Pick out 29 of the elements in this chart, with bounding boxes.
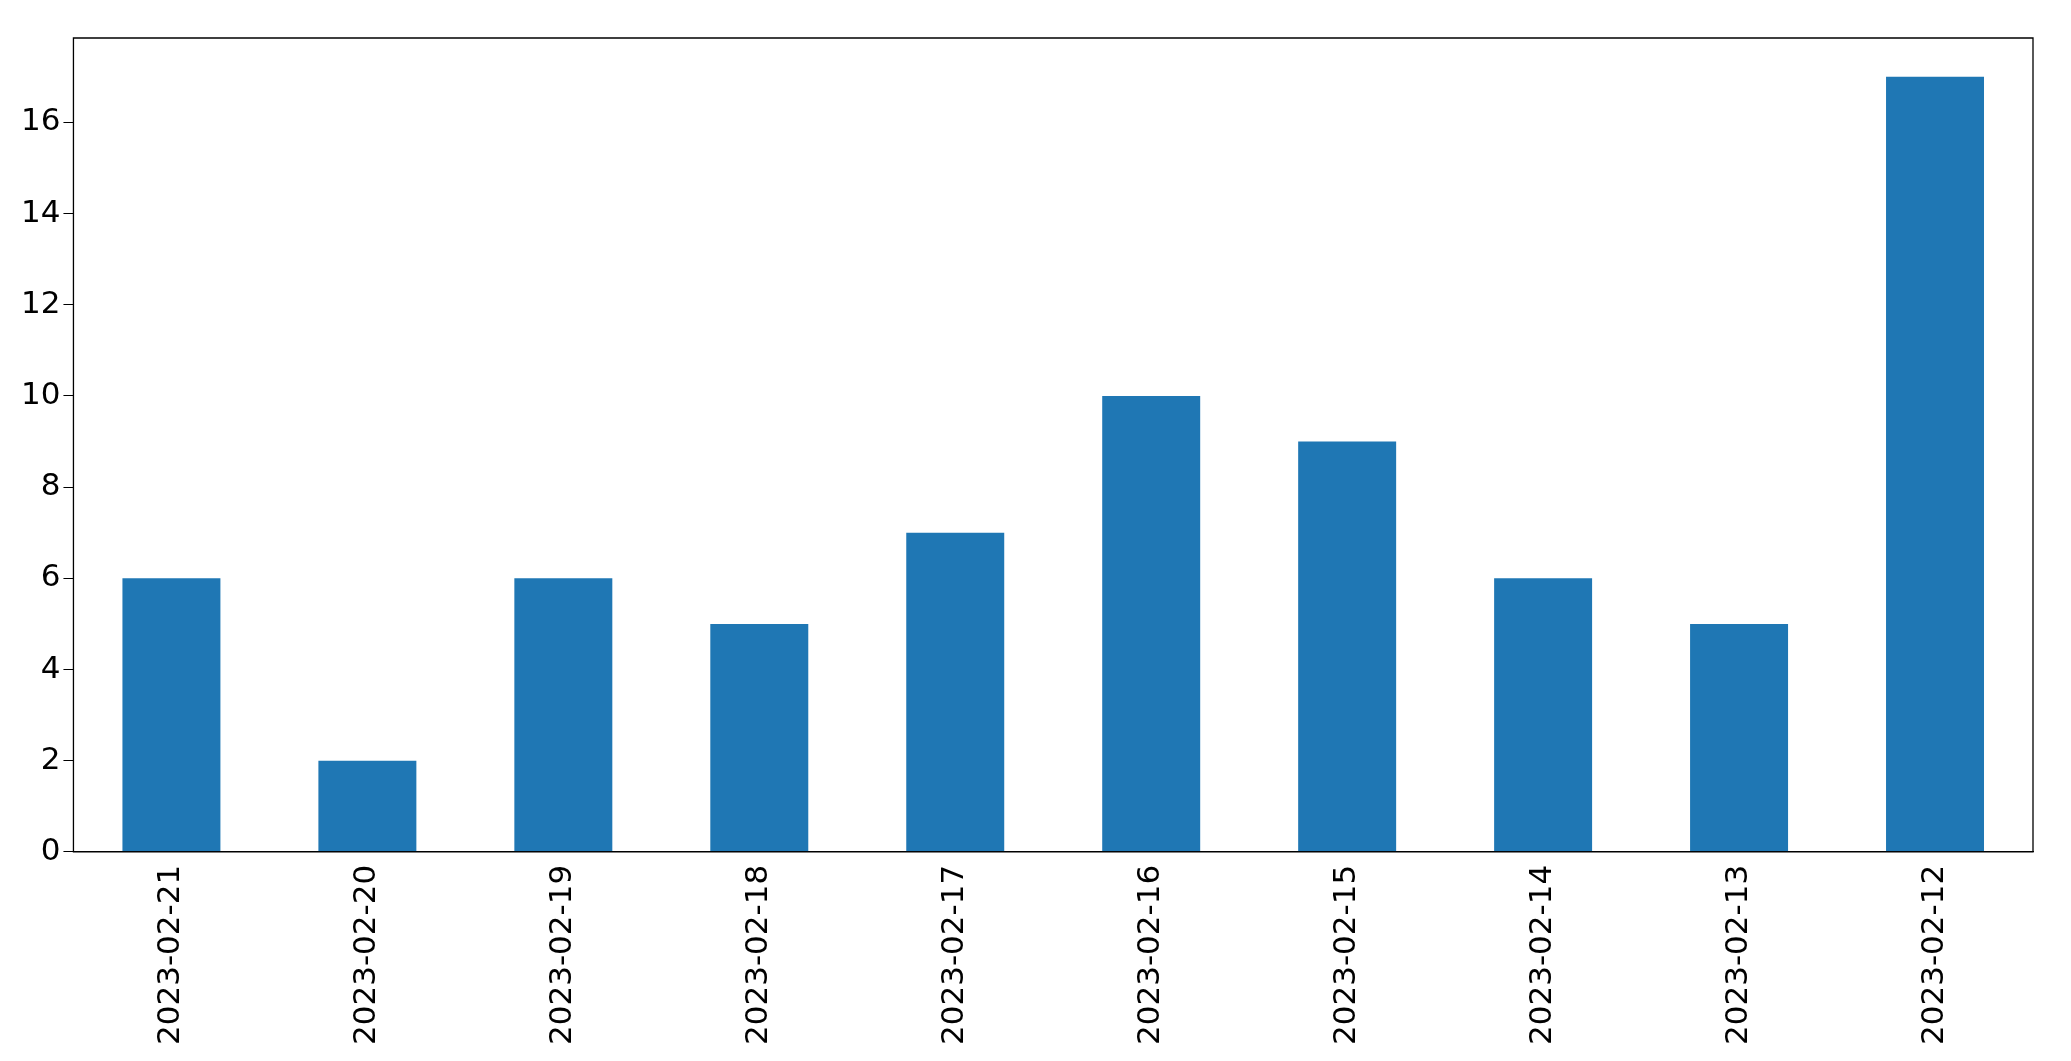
bar (514, 578, 613, 852)
x-tick-label: 2023-02-21 (150, 864, 187, 1046)
bar (1298, 441, 1397, 852)
y-tick-label: 0 (40, 830, 61, 867)
y-tick-label: 10 (20, 374, 61, 411)
bar (906, 532, 1005, 852)
x-tick-label: 2023-02-15 (1326, 864, 1363, 1046)
x-tick-label: 2023-02-16 (1130, 864, 1167, 1046)
x-tick-label: 2023-02-12 (1914, 864, 1951, 1046)
x-tick-label: 2023-02-13 (1718, 864, 1755, 1046)
bar (1102, 395, 1201, 852)
x-tick-label: 2023-02-19 (542, 864, 579, 1046)
x-tick-label: 2023-02-14 (1522, 864, 1559, 1046)
bar (318, 760, 417, 852)
bar (122, 578, 221, 852)
bar (1494, 578, 1593, 852)
y-tick-label: 4 (40, 648, 61, 685)
y-tick-label: 16 (20, 101, 61, 138)
bar (1886, 76, 1985, 852)
x-tick-label: 2023-02-20 (346, 864, 383, 1046)
bar (1690, 623, 1789, 852)
bar (710, 623, 809, 852)
y-tick-label: 2 (40, 739, 61, 776)
y-tick-label: 12 (20, 283, 61, 320)
x-tick-label: 2023-02-17 (934, 864, 971, 1046)
x-tick-label: 2023-02-18 (738, 864, 775, 1046)
y-tick-label: 6 (40, 557, 61, 594)
y-tick-label: 14 (20, 192, 61, 229)
y-tick-label: 8 (40, 466, 61, 503)
